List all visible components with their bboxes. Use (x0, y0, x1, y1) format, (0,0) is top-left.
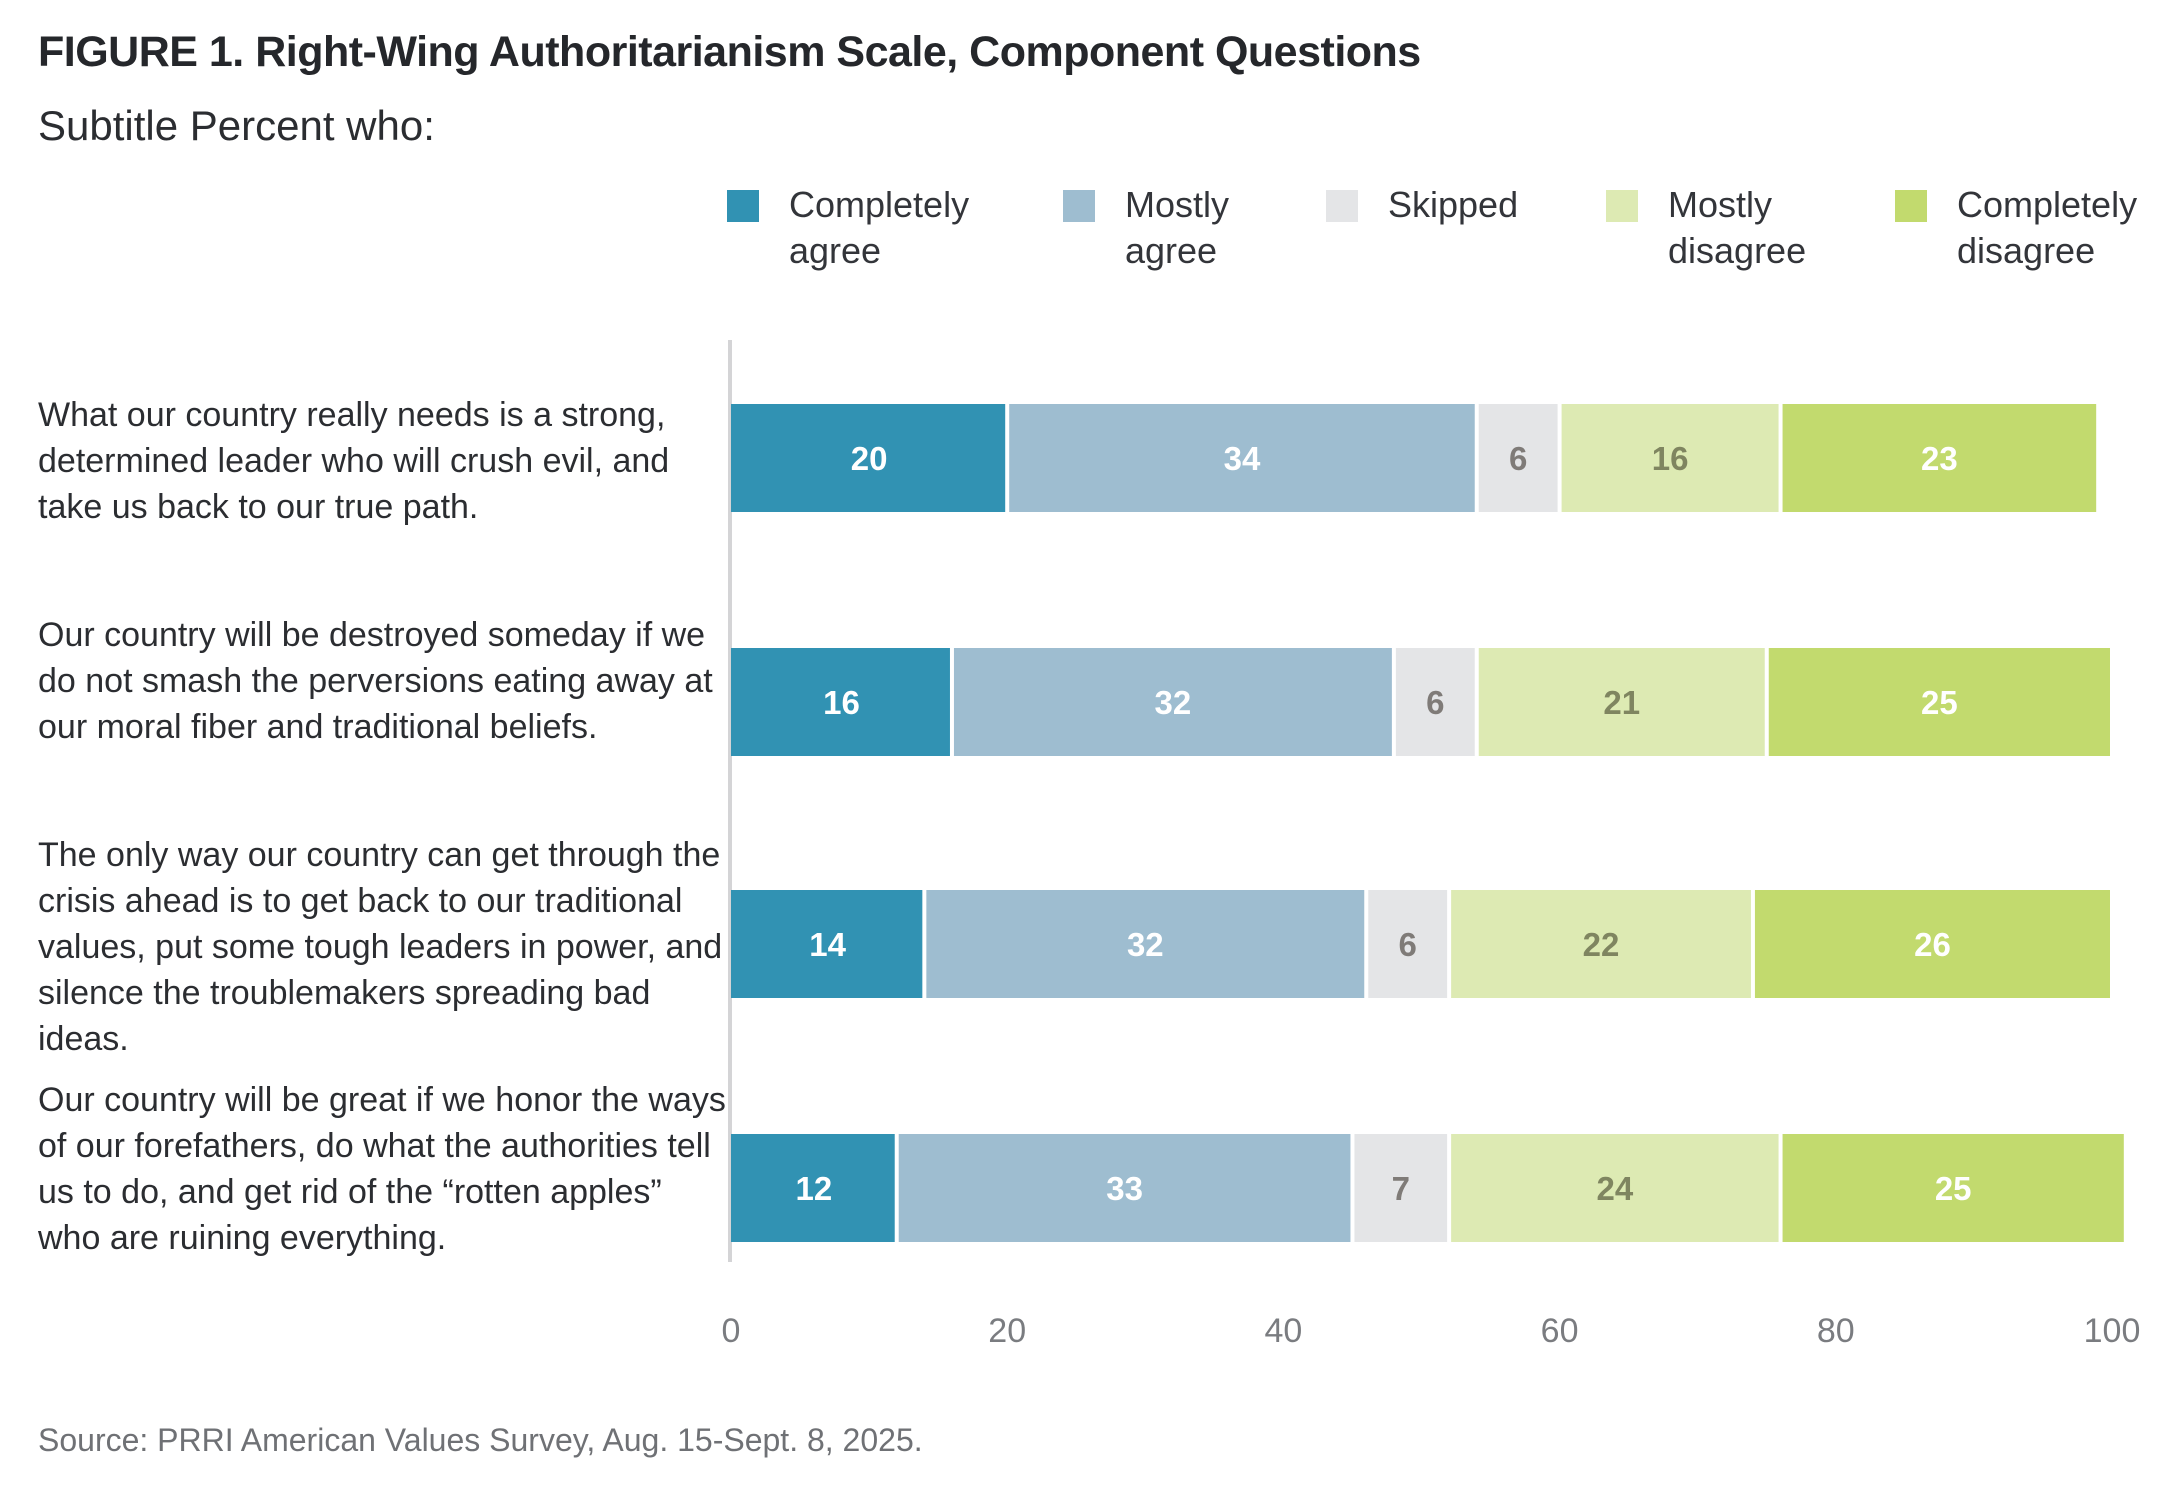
bar-segment (1782, 404, 2097, 512)
bar-row: 20 34 6 16 23 (731, 404, 2097, 512)
legend-label: Completely agree (789, 184, 970, 271)
bar-segment (1782, 1134, 2124, 1242)
legend-swatch (727, 190, 759, 222)
data-label: 25 (1921, 684, 1958, 721)
x-tick-label: 20 (988, 1312, 1026, 1350)
data-label: 6 (1399, 926, 1417, 963)
category-label: Our country will be destroyed someday if… (38, 616, 713, 746)
data-label: 6 (1509, 440, 1527, 477)
bar-segment (731, 890, 923, 998)
bar-segment (926, 890, 1365, 998)
data-label: 7 (1392, 1170, 1410, 1207)
legend-swatch (1063, 190, 1095, 222)
bar-segment (1451, 890, 1751, 998)
legend-swatch (1606, 190, 1638, 222)
legend-item: Completely agree (727, 184, 969, 274)
data-label: 12 (796, 1170, 833, 1207)
data-label: 23 (1921, 440, 1958, 477)
bar-segment (731, 648, 950, 756)
bar-segment (1368, 890, 1448, 998)
legend-item: Completely disagree (1895, 184, 2137, 274)
bar-segment (1451, 1134, 1779, 1242)
chart-title: FIGURE 1. Right-Wing Authoritarianism Sc… (38, 28, 1421, 76)
bar-segment (1009, 404, 1475, 512)
bar-segment (731, 1134, 895, 1242)
data-label: 16 (823, 684, 860, 721)
legend-item: Skipped (1326, 184, 1518, 228)
legend-label: Mostly disagree (1668, 184, 1807, 271)
bar-segment (731, 404, 1006, 512)
data-label: 21 (1603, 684, 1640, 721)
source-note: Source: PRRI American Values Survey, Aug… (38, 1422, 923, 1458)
bar-segment (1561, 404, 1779, 512)
bar-segment (1354, 1134, 1448, 1242)
chart-subtitle: Subtitle Percent who: (38, 102, 435, 149)
data-label: 6 (1426, 684, 1444, 721)
bar-segment (1768, 648, 2110, 756)
bar-segment (1395, 648, 1475, 756)
data-label: 34 (1224, 440, 1261, 477)
legend-item: Mostly disagree (1606, 184, 1806, 274)
bar-row: 16 32 6 21 25 (731, 648, 2110, 756)
data-label: 22 (1583, 926, 1620, 963)
data-label: 32 (1127, 926, 1164, 963)
legend-swatch (1326, 190, 1358, 222)
legend-label: Skipped (1388, 184, 1519, 225)
x-tick-label: 100 (2084, 1312, 2141, 1350)
bar-segment (953, 648, 1392, 756)
legend-swatch (1895, 190, 1927, 222)
legend-item: Mostly agree (1063, 184, 1229, 274)
bar-row: 14 32 6 22 26 (731, 890, 2110, 998)
x-tick-label: 40 (1264, 1312, 1302, 1350)
bar-segment (1478, 404, 1558, 512)
data-label: 20 (851, 440, 888, 477)
bar-row: 12 33 7 24 25 (731, 1134, 2124, 1242)
data-label: 33 (1106, 1170, 1143, 1207)
legend-label: Completely disagree (1957, 184, 2138, 271)
bar-segment (1754, 890, 2110, 998)
x-tick-label: 80 (1817, 1312, 1855, 1350)
bar-segment (898, 1134, 1351, 1242)
category-label: What our country really needs is a stron… (38, 396, 670, 526)
x-tick-label: 60 (1541, 1312, 1579, 1350)
category-label: The only way our country can get through… (38, 836, 723, 1058)
bar-segment (1478, 648, 1765, 756)
data-label: 26 (1914, 926, 1951, 963)
data-label: 25 (1935, 1170, 1972, 1207)
category-label: Our country will be great if we honor th… (38, 1081, 726, 1257)
data-label: 24 (1596, 1170, 1633, 1207)
legend-label: Mostly agree (1125, 184, 1230, 271)
data-label: 32 (1155, 684, 1192, 721)
data-label: 16 (1652, 440, 1689, 477)
x-tick-label: 0 (722, 1312, 741, 1350)
data-label: 14 (809, 926, 846, 963)
